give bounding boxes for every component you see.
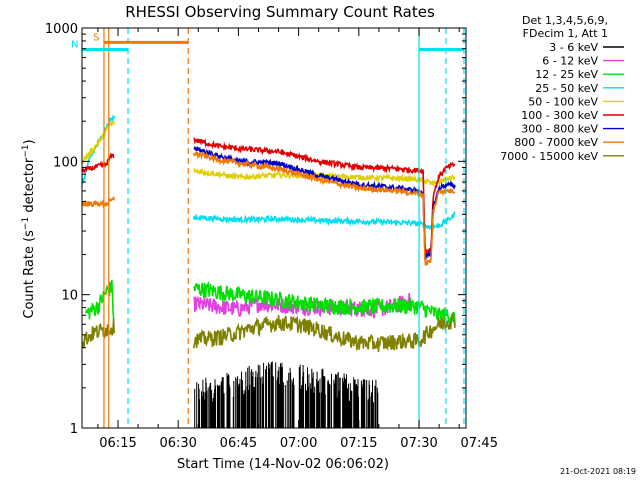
y-tick-label-2: 100: [53, 155, 78, 170]
series-trace-8: [81, 312, 456, 353]
x-axis-label: Start Time (14-Nov-02 06:06:02): [177, 457, 389, 472]
x-tick-label-3: 07:00: [280, 436, 317, 451]
legend: Det 1,3,4,5,6,9, FDecim 1, Att 1 3 - 6 k…: [500, 14, 624, 163]
y-tick-label-1: 10: [61, 289, 78, 304]
legend-entry-3: 25 - 50 keV: [535, 82, 598, 95]
series-trace-2: [85, 279, 456, 326]
legend-header-line-1: Det 1,3,4,5,6,9,: [522, 14, 608, 27]
series-trace-0: [194, 361, 379, 428]
legend-entry-8: 7000 - 15000 keV: [500, 150, 598, 163]
legend-entry-4: 50 - 100 keV: [528, 95, 598, 108]
legend-entry-0: 3 - 6 keV: [549, 41, 598, 54]
legend-entry-2: 12 - 25 keV: [535, 68, 598, 81]
x-tick-label-4: 07:15: [340, 436, 377, 451]
legend-entry-1: 6 - 12 keV: [542, 55, 598, 68]
x-tick-label-5: 07:30: [400, 436, 437, 451]
y-tick-label-3: 1000: [45, 22, 78, 37]
chart-title: RHESSI Observing Summary Count Rates: [125, 3, 435, 21]
x-tick-label-0: 06:15: [99, 436, 136, 451]
x-tick-label-1: 06:30: [159, 436, 196, 451]
plot-area: S N 1 10 100 1000 06:15 06:30 06:45 07:00 07:15 07:…: [45, 22, 498, 451]
flag-label-0: S: [93, 32, 99, 43]
legend-header-line-2: FDecim 1, Att 1: [523, 27, 608, 40]
y-tick-label-0: 1: [70, 422, 78, 437]
generation-timestamp: 21-Oct-2021 08:19: [560, 467, 636, 476]
series-trace-5: [81, 137, 456, 256]
legend-entry-7: 800 - 7000 keV: [514, 136, 598, 149]
legend-entry-5: 100 - 300 keV: [521, 109, 598, 122]
legend-entry-6: 300 - 800 keV: [521, 123, 598, 136]
x-tick-label-2: 06:45: [220, 436, 257, 451]
flag-label-1: N: [71, 39, 78, 50]
x-tick-label-6: 07:45: [461, 436, 498, 451]
y-axis-label: Count Rate (s−1 detector−1): [21, 139, 37, 318]
series-trace-6: [193, 146, 456, 260]
plot-frame: [81, 27, 467, 429]
